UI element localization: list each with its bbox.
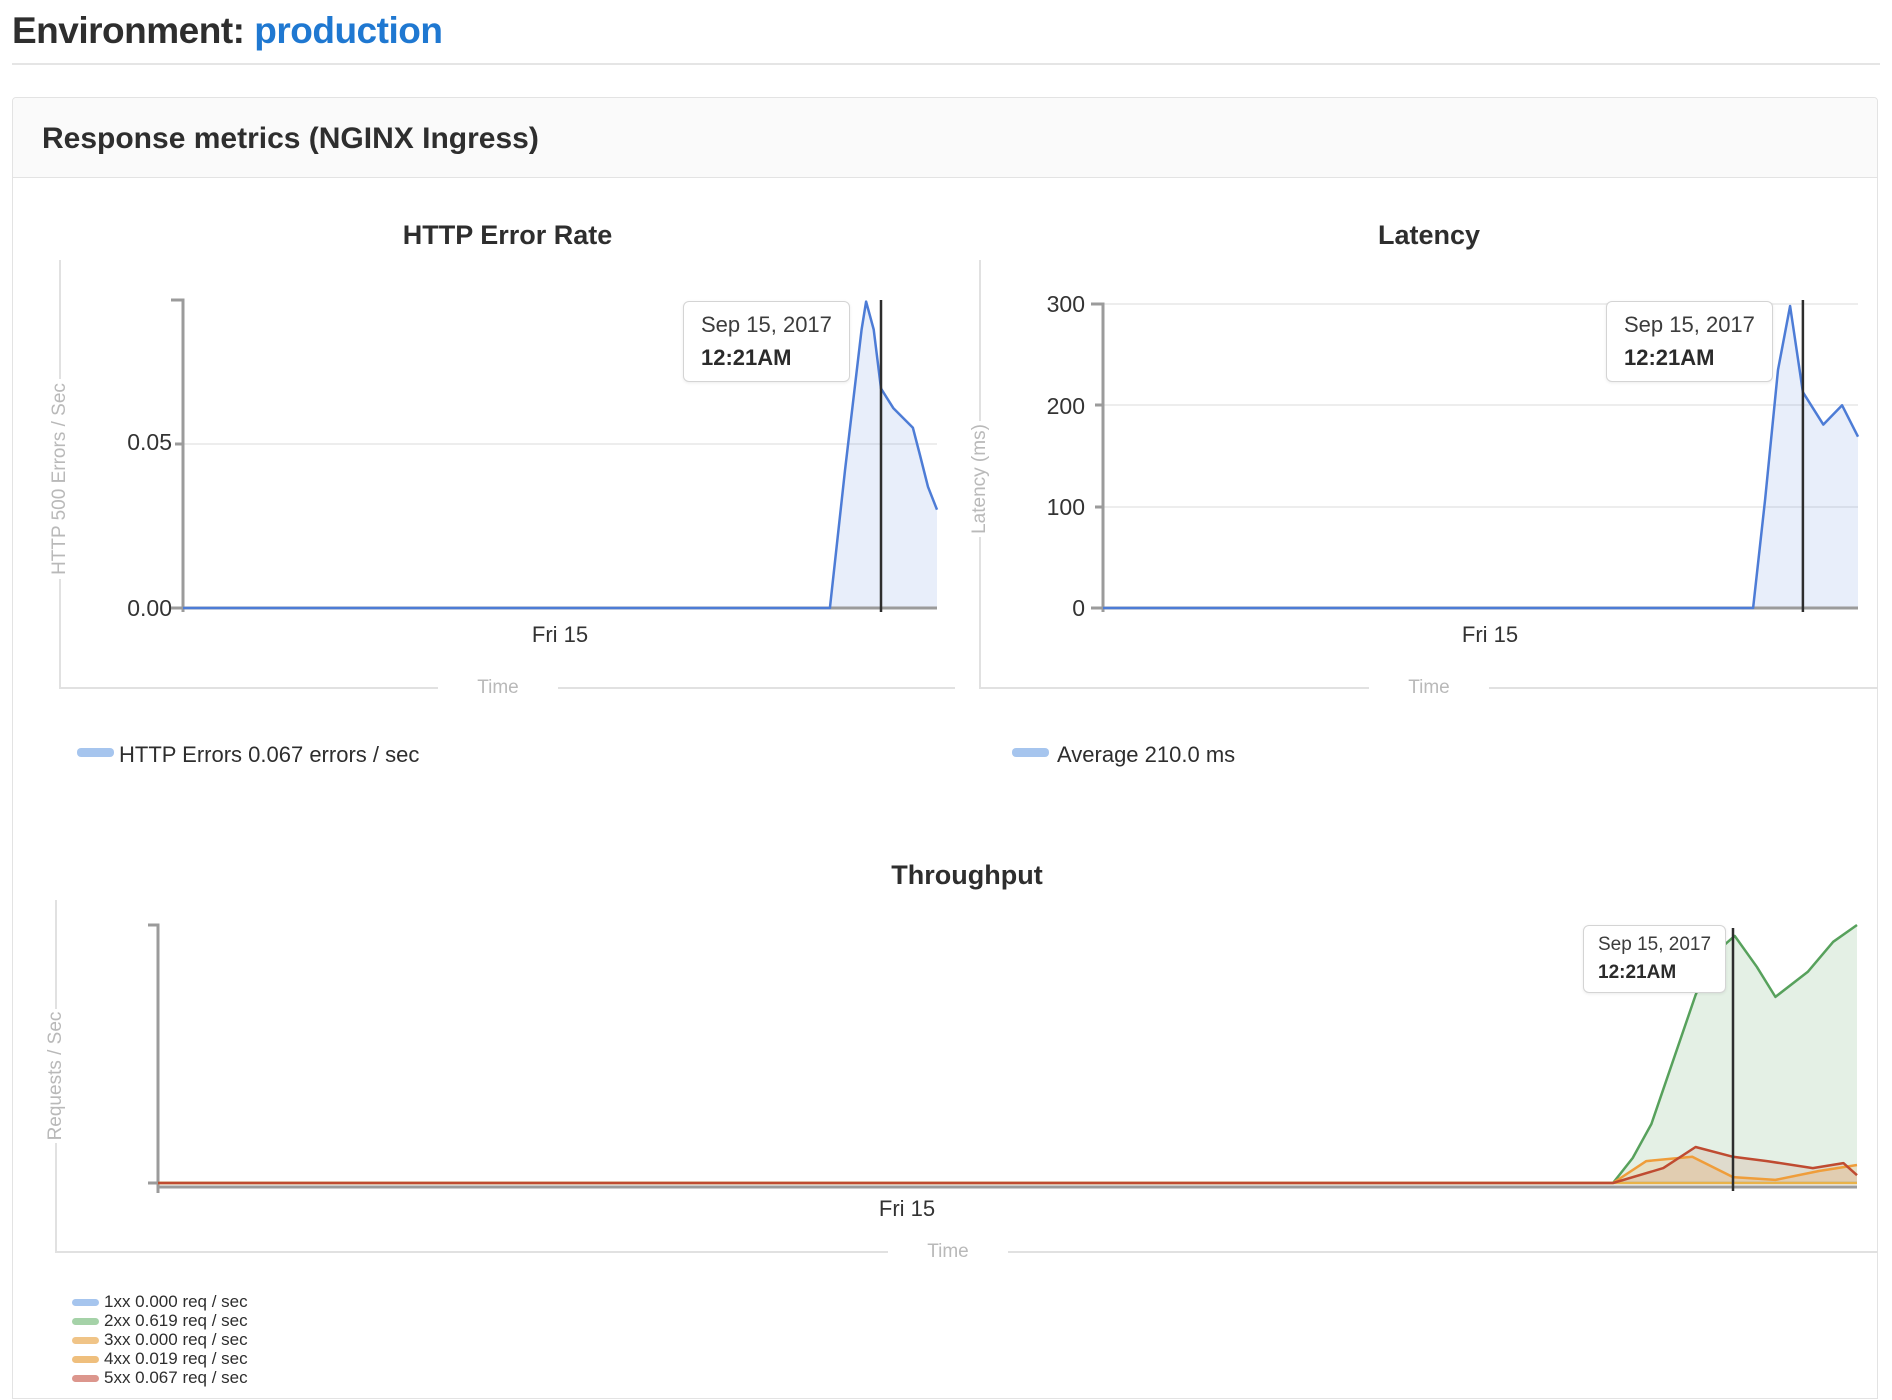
frame-line xyxy=(979,260,981,421)
metrics-panel-header xyxy=(13,98,1877,178)
series-4xx-line xyxy=(158,1155,1858,1185)
environment-link[interactable]: production xyxy=(254,10,443,51)
page-title: Environment: production xyxy=(12,10,443,52)
y-tick: 0 xyxy=(1072,595,1085,621)
frame-line xyxy=(1008,1251,1878,1253)
x-tick: Fri 15 xyxy=(878,1196,936,1221)
chart-tooltip: Sep 15, 2017 12:21AM xyxy=(1606,301,1773,382)
frame-line xyxy=(59,260,61,379)
latency-plot[interactable] xyxy=(1070,290,1882,625)
throughput-plot[interactable] xyxy=(140,915,1882,1205)
error-rate-plot[interactable] xyxy=(150,290,960,625)
legend-swatch xyxy=(72,1318,99,1325)
latency-series-line xyxy=(1103,304,1860,610)
x-axis-label: Time xyxy=(438,677,558,699)
y-axis-label: Latency (ms) xyxy=(969,424,990,534)
legend-swatch xyxy=(72,1375,99,1382)
legend-label: Average 210.0 ms xyxy=(1057,742,1236,767)
x-tick: Fri 15 xyxy=(531,622,589,647)
frame-line xyxy=(55,1251,888,1253)
y-axis-label: Requests / Sec xyxy=(45,1011,66,1141)
y-tick: 300 xyxy=(1046,291,1085,317)
legend-label: 5xx 0.067 req / sec xyxy=(104,1368,248,1387)
frame-line xyxy=(558,687,955,689)
series-4xx-area xyxy=(158,1156,1857,1183)
series-5xx-line xyxy=(158,1145,1858,1185)
tooltip-time: 12:21AM xyxy=(1624,345,1715,370)
legend-label: 3xx 0.000 req / sec xyxy=(104,1330,248,1349)
series-5xx-area xyxy=(158,1147,1857,1183)
chart-tooltip: Sep 15, 2017 12:21AM xyxy=(1583,925,1727,993)
frame-line xyxy=(55,1143,57,1252)
tooltip-time: 12:21AM xyxy=(701,345,792,370)
frame-line xyxy=(1489,687,1878,689)
y-tick: 100 xyxy=(1046,494,1085,520)
tooltip-date: Sep 15, 2017 xyxy=(1624,312,1755,337)
heading-divider xyxy=(12,63,1880,65)
frame-line xyxy=(979,537,981,688)
legend-swatch xyxy=(1012,748,1049,757)
legend-swatch xyxy=(77,748,114,757)
legend-swatch xyxy=(72,1356,99,1363)
legend-swatch xyxy=(72,1337,99,1344)
y-tick: 0.05 xyxy=(127,429,172,455)
tooltip-date: Sep 15, 2017 xyxy=(701,312,832,337)
error-series-line xyxy=(183,300,939,610)
environment-label: Environment: xyxy=(12,10,245,51)
legend-label: 4xx 0.019 req / sec xyxy=(104,1349,248,1368)
latency-series-area xyxy=(1103,306,1858,608)
y-axis-label: HTTP 500 Errors / Sec xyxy=(49,383,70,575)
frame-line xyxy=(59,687,438,689)
legend-label: 1xx 0.000 req / sec xyxy=(104,1292,248,1311)
legend-swatch xyxy=(72,1299,99,1306)
frame-line xyxy=(979,687,1369,689)
legend-label: HTTP Errors 0.067 errors / sec xyxy=(119,742,420,767)
x-axis-label: Time xyxy=(1369,677,1489,699)
x-axis-label: Time xyxy=(888,1241,1008,1263)
frame-line xyxy=(55,900,57,1009)
chart-tooltip: Sep 15, 2017 12:21AM xyxy=(683,301,850,382)
y-tick: 0.00 xyxy=(127,595,172,621)
chart-title: Throughput xyxy=(891,860,1043,890)
frame-line xyxy=(59,579,61,688)
x-tick: Fri 15 xyxy=(1461,622,1519,647)
legend-label: 2xx 0.619 req / sec xyxy=(104,1311,248,1330)
chart-title: HTTP Error Rate xyxy=(402,220,613,250)
tooltip-date: Sep 15, 2017 xyxy=(1598,934,1712,955)
axes xyxy=(148,923,1857,1193)
y-tick: 200 xyxy=(1046,393,1085,419)
metrics-panel-title: Response metrics (NGINX Ingress) xyxy=(42,122,539,155)
tooltip-time: 12:21AM xyxy=(1598,962,1677,983)
chart-title: Latency xyxy=(1377,220,1481,250)
